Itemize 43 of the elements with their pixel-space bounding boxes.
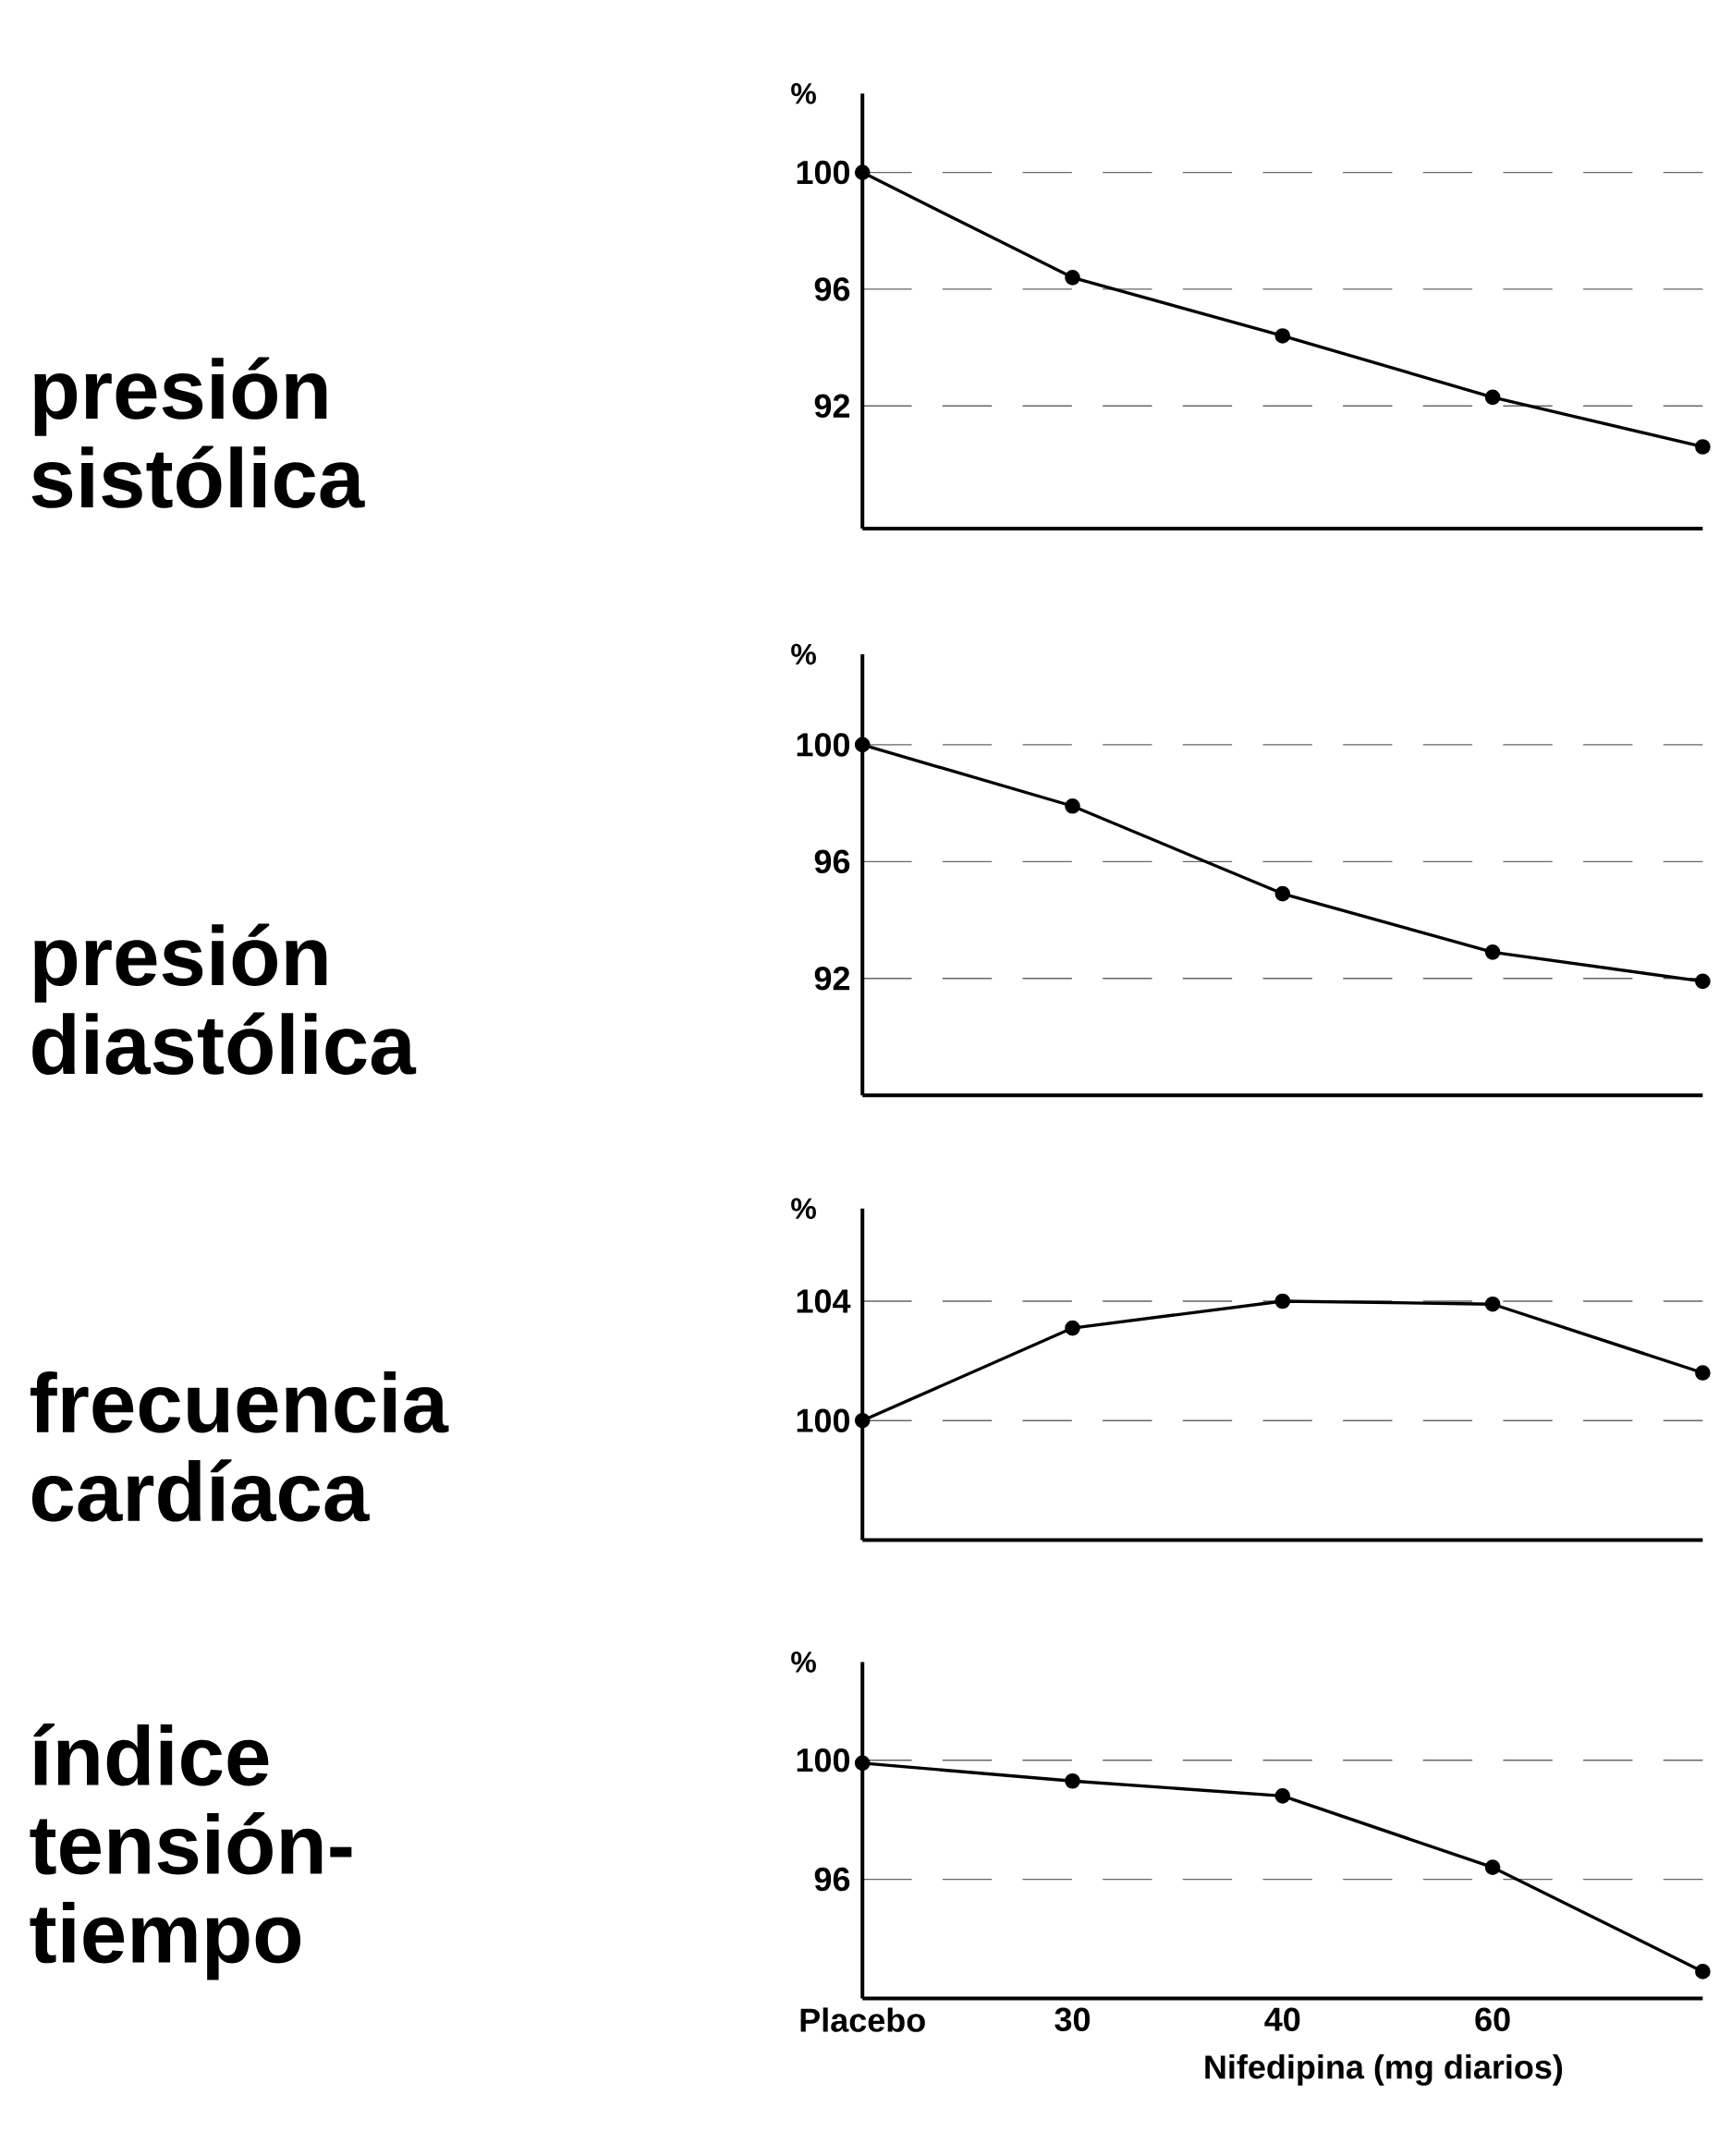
x-tick-label: 40 [1264, 2007, 1300, 2031]
y-axis-title: % [791, 1198, 816, 1220]
y-tick-label: 104 [797, 1289, 851, 1313]
point [1065, 1320, 1080, 1336]
x-tick-label: 30 [1054, 2007, 1091, 2031]
point [1484, 1296, 1501, 1312]
y-tick-label: 96 [814, 277, 850, 301]
x-axis-title: Nifedipina (mg diarios) [1205, 2054, 1563, 2086]
y-axis-title: % [791, 1651, 816, 1673]
point [854, 1412, 871, 1429]
point [1695, 439, 1711, 455]
point [1274, 885, 1291, 902]
text: índice tensión-tiempo [30, 1724, 352, 1980]
text: frecuencia cardíaca [30, 1371, 449, 1522]
point [1695, 1964, 1711, 1979]
y-axis-title: % [791, 643, 816, 665]
point [1484, 389, 1501, 406]
y-tick-label: 100 [797, 733, 849, 757]
point [854, 737, 871, 753]
y-tick-label: 92 [814, 967, 850, 991]
point [1274, 1293, 1291, 1309]
point [854, 1755, 871, 1772]
text: presión sistólica [31, 357, 365, 508]
point [1065, 269, 1080, 286]
x-tick-label: Placebo [800, 2007, 925, 2032]
y-tick-label: 100 [797, 1748, 849, 1772]
y-tick-label: 100 [797, 1408, 849, 1432]
point [1484, 1859, 1501, 1875]
y-tick-label: 100 [797, 160, 849, 185]
x-tick-label: 60 [1475, 2007, 1510, 2031]
point [854, 164, 871, 180]
y-tick-label: 96 [814, 849, 850, 874]
y-tick-label: 92 [814, 394, 850, 419]
text: presión diastólica [32, 923, 417, 1075]
point [1274, 328, 1291, 344]
point [1065, 1772, 1080, 1789]
y-axis-title: % [791, 83, 816, 104]
point [1484, 944, 1501, 960]
point [1065, 798, 1080, 814]
point [1695, 973, 1711, 990]
point [1695, 1365, 1711, 1381]
y-tick-label: 96 [814, 1867, 850, 1892]
point [1274, 1788, 1291, 1804]
